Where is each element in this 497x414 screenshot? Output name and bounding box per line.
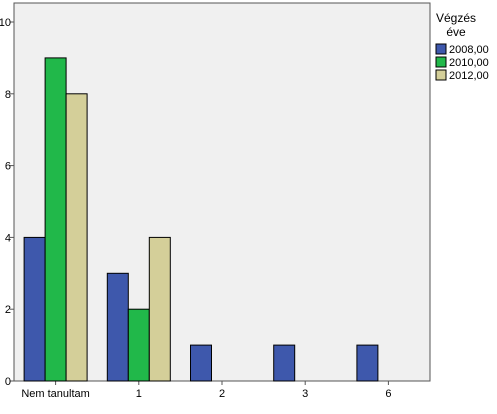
x-tick-label: Nem tanultam [21, 388, 89, 400]
bar [23, 236, 46, 382]
bar [273, 344, 296, 382]
bar [127, 308, 150, 382]
bar [65, 93, 88, 382]
bars [23, 57, 379, 382]
bar [190, 344, 212, 382]
y-tick-label: 0 [5, 376, 11, 388]
y-tick-label: 6 [5, 161, 11, 173]
y-tick-label: 10 [0, 17, 11, 29]
y-tick-label: 2 [5, 304, 11, 316]
y-tick-label: 4 [5, 232, 11, 244]
x-tick-label: 1 [136, 388, 142, 400]
bar [106, 272, 129, 382]
x-tick-label: 6 [385, 388, 391, 400]
x-tick-label: 2 [219, 388, 225, 400]
bar [148, 236, 171, 382]
legend-swatch [435, 43, 447, 55]
x-axis: Nem tanultam 1 2 3 6 [21, 381, 391, 400]
legend-title-line-1: Végzés [436, 11, 476, 25]
legend-swatch [435, 69, 447, 81]
legend-swatch [435, 56, 447, 68]
bar [356, 344, 379, 382]
bar [44, 57, 67, 382]
legend-title-line-2: éve [446, 25, 466, 39]
x-tick-label: 3 [302, 388, 308, 400]
legend-label: 2010,00 [449, 57, 489, 69]
legend-label: 2012,00 [449, 70, 489, 82]
y-tick-label: 8 [5, 89, 11, 101]
legend-label: 2008,00 [449, 44, 489, 56]
y-axis: 0 2 4 6 8 10 [0, 17, 14, 388]
